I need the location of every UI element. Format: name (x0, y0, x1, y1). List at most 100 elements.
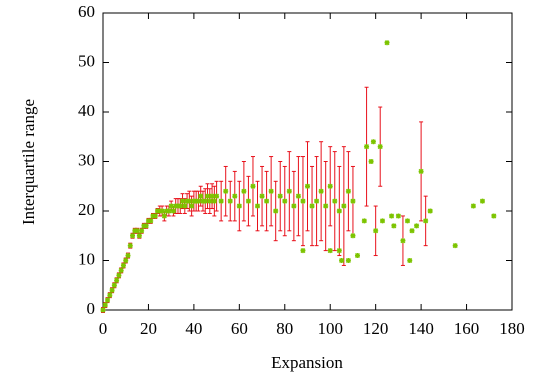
x-tick-label: 180 (499, 319, 525, 338)
point (350, 198, 356, 204)
point (209, 193, 215, 199)
point (114, 277, 120, 283)
point (305, 183, 310, 189)
x-tick-label: 140 (408, 319, 434, 338)
point (323, 203, 329, 209)
point (136, 233, 142, 239)
point (395, 213, 401, 219)
point (336, 208, 342, 214)
point (202, 198, 208, 204)
x-tick-label: 40 (185, 319, 202, 338)
point (214, 193, 220, 199)
point (195, 198, 201, 204)
point (345, 258, 351, 263)
point (143, 223, 149, 229)
point (361, 218, 367, 224)
point (211, 198, 217, 204)
point (236, 203, 242, 209)
point (205, 193, 211, 199)
point (148, 218, 154, 224)
point (159, 208, 165, 214)
point (400, 238, 406, 244)
point (318, 188, 324, 194)
point (391, 223, 397, 229)
point (384, 40, 390, 46)
x-tick-label: 20 (140, 319, 157, 338)
point (123, 258, 129, 263)
point (491, 213, 497, 219)
point (168, 203, 174, 209)
point (389, 213, 395, 219)
point (264, 198, 270, 204)
point (218, 198, 224, 204)
point (370, 139, 376, 145)
x-tick-label: 60 (231, 319, 248, 338)
point (300, 248, 306, 254)
point (282, 198, 288, 204)
y-tick-label: 10 (78, 249, 95, 268)
point (207, 198, 213, 204)
point (118, 267, 124, 273)
point (245, 198, 251, 204)
point (182, 203, 188, 209)
point (309, 203, 315, 209)
point (341, 203, 347, 209)
point (102, 302, 108, 308)
point (336, 248, 342, 254)
y-tick-label: 20 (78, 200, 95, 219)
point (350, 233, 356, 239)
x-tick-label: 0 (99, 319, 108, 338)
point (232, 193, 238, 199)
point (286, 188, 292, 194)
point (170, 208, 176, 214)
point (368, 159, 374, 164)
point (227, 198, 233, 204)
point (409, 228, 415, 234)
point (161, 213, 167, 219)
point (166, 208, 172, 214)
point (377, 144, 383, 150)
point (198, 193, 204, 199)
point (223, 188, 229, 194)
point (479, 198, 485, 204)
point (332, 198, 338, 204)
point (364, 144, 370, 150)
x-tick-label: 100 (317, 319, 343, 338)
point (177, 203, 183, 209)
point (452, 243, 458, 249)
point (418, 168, 424, 174)
point (125, 253, 131, 259)
point (127, 243, 133, 249)
point (379, 218, 385, 224)
point (273, 208, 279, 214)
point (427, 208, 433, 214)
point (139, 228, 145, 234)
point (407, 258, 413, 263)
y-tick-label: 0 (87, 299, 96, 318)
point (268, 188, 274, 194)
point (189, 203, 195, 209)
point (134, 228, 140, 234)
point (109, 287, 115, 293)
point (259, 193, 265, 199)
x-tick-label: 160 (454, 319, 480, 338)
point (404, 218, 410, 224)
y-axis-label: Interquartile range (19, 99, 38, 225)
y-tick-label: 30 (78, 150, 95, 169)
point (345, 188, 351, 194)
point (295, 193, 301, 199)
point (241, 188, 247, 194)
point (180, 198, 186, 204)
point (186, 198, 192, 204)
x-tick-label: 80 (276, 319, 293, 338)
y-tick-label: 40 (78, 101, 95, 120)
point (327, 183, 333, 189)
point (107, 292, 113, 298)
point (291, 203, 297, 209)
point (414, 223, 420, 229)
point (423, 218, 429, 224)
point (152, 213, 158, 219)
point (277, 193, 283, 199)
x-axis-label: Expansion (271, 353, 343, 372)
